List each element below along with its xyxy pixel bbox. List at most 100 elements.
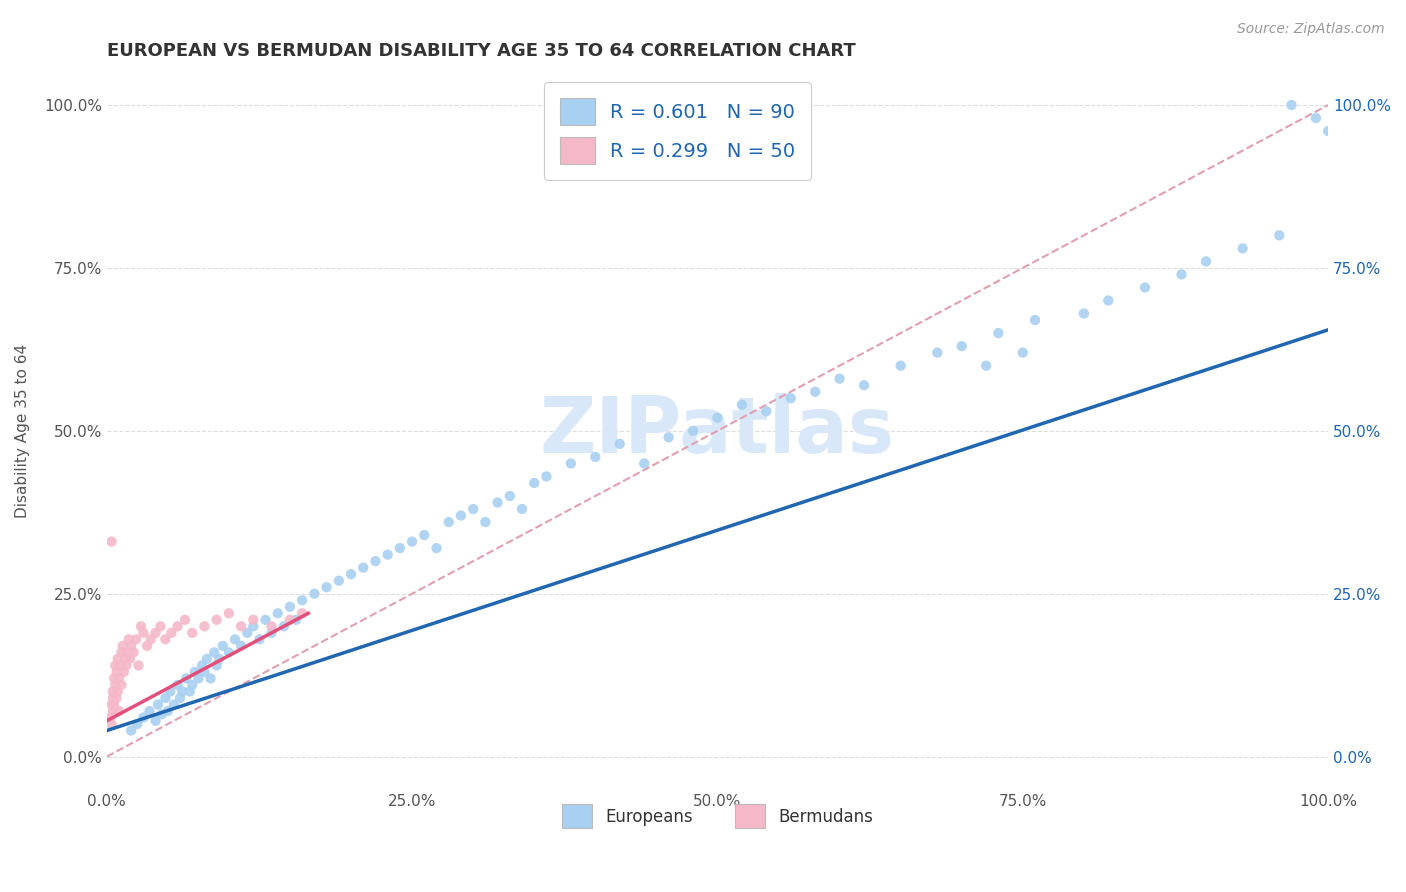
Point [224,632,246,647]
Point [108,658,131,673]
Point [174,672,197,686]
Point [145,625,167,640]
Point [183,665,205,679]
Point [437,515,460,529]
Point [110,645,132,659]
Point [291,593,314,607]
Point [193,619,215,633]
Point [987,326,1010,340]
Point [609,437,631,451]
Point [115,658,138,673]
Point [110,678,132,692]
Point [155,691,177,706]
Point [377,548,399,562]
Point [117,645,139,659]
Point [364,554,387,568]
Point [174,613,197,627]
Point [463,502,485,516]
Point [499,489,522,503]
Point [146,698,169,712]
Point [779,391,801,405]
Point [159,684,181,698]
Point [166,678,188,692]
Point [101,704,124,718]
Point [118,652,141,666]
Point [187,672,209,686]
Point [179,684,201,698]
Point [890,359,912,373]
Point [205,613,228,627]
Point [211,639,233,653]
Point [122,645,145,659]
Point [413,528,436,542]
Point [401,534,423,549]
Point [328,574,350,588]
Point [218,607,240,621]
Point [536,469,558,483]
Point [1170,268,1192,282]
Point [132,710,155,724]
Point [242,619,264,633]
Point [100,710,122,724]
Point [108,672,131,686]
Point [1195,254,1218,268]
Point [108,704,131,718]
Point [260,619,283,633]
Point [125,632,148,647]
Point [136,639,159,653]
Point [195,652,218,666]
Point [127,717,149,731]
Point [191,658,214,673]
Point [105,665,128,679]
Point [1268,228,1291,243]
Point [1133,280,1156,294]
Point [139,632,162,647]
Point [278,613,301,627]
Text: Source: ZipAtlas.com: Source: ZipAtlas.com [1237,22,1385,37]
Point [103,698,125,712]
Text: ZIPatlas: ZIPatlas [540,392,896,469]
Legend: Europeans, Bermudans: Europeans, Bermudans [555,797,880,835]
Point [278,599,301,614]
Point [107,684,129,698]
Point [731,398,754,412]
Point [583,450,606,464]
Point [658,430,681,444]
Point [1317,124,1340,138]
Point [560,457,582,471]
Point [114,652,136,666]
Point [388,541,411,555]
Point [166,619,188,633]
Point [254,613,277,627]
Point [450,508,472,523]
Point [853,378,876,392]
Point [523,475,546,490]
Point [163,698,186,712]
Point [706,410,728,425]
Point [111,639,134,653]
Point [974,359,997,373]
Y-axis label: Disability Age 35 to 64: Disability Age 35 to 64 [15,343,30,518]
Point [169,691,191,706]
Point [181,625,204,640]
Point [249,632,271,647]
Point [132,625,155,640]
Point [1232,241,1254,255]
Point [120,723,142,738]
Point [1011,345,1033,359]
Point [202,645,225,659]
Point [128,658,150,673]
Point [129,619,152,633]
Point [172,684,194,698]
Point [510,502,533,516]
Point [304,587,326,601]
Point [425,541,447,555]
Point [285,613,308,627]
Point [633,457,655,471]
Point [267,607,290,621]
Point [927,345,949,359]
Point [352,560,374,574]
Point [242,613,264,627]
Point [229,619,252,633]
Point [120,639,142,653]
